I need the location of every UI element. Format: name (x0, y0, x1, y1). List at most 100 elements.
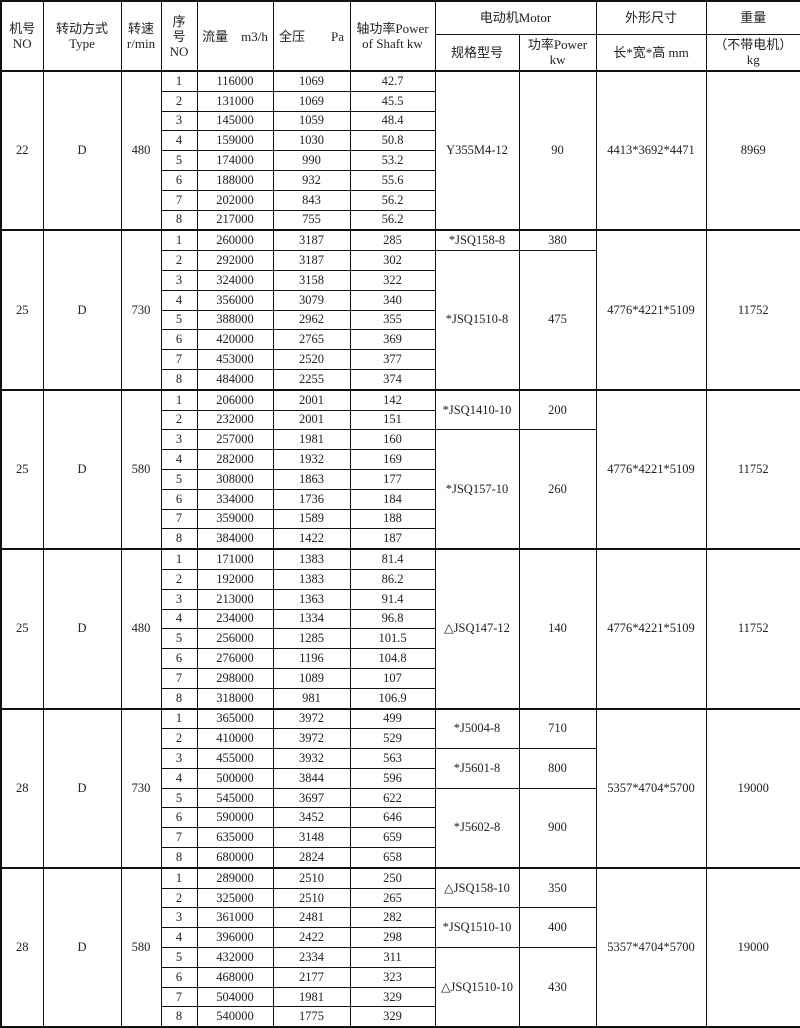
table-row: 3 455000 3932 563 *J5601-8 800 (1, 748, 800, 789)
seq-no: 3 (160, 429, 198, 451)
seq-no: 3 (160, 748, 198, 769)
motor-power: 710 (518, 707, 597, 750)
table-row: 8 540000 1775 329 (1, 1006, 800, 1028)
header-dims: 外形尺寸 (595, 0, 707, 35)
pressure: 1196 (272, 648, 351, 669)
seq-no: 2 (160, 568, 198, 590)
shaft-power: 48.4 (349, 110, 436, 132)
motor-power: 475 (518, 250, 597, 391)
seq-no: 7 (160, 827, 198, 849)
table-row: 8 318000 981 106.9 (1, 687, 800, 710)
pressure: 1863 (272, 468, 351, 490)
seq-no: 4 (160, 130, 198, 152)
seq-no: 8 (160, 687, 198, 710)
table-row: 7 453000 2520 377 (1, 349, 800, 370)
speed: 580 (120, 866, 162, 1028)
table-row: 25 D 730 1 260000 3187 285 *JSQ158-8 380 4776*422… (0, 229, 800, 391)
drive-type: D (42, 229, 122, 391)
dimensions: 4413*3692*4471 (595, 69, 707, 231)
table-row: 7 202000 843 56.2 (1, 189, 800, 211)
seq-no: 1 (160, 707, 198, 730)
speed: 580 (120, 388, 162, 550)
shaft-power: 188 (349, 508, 436, 530)
pressure: 1334 (272, 608, 351, 630)
table-row: 5 388000 2962 355 (1, 309, 800, 331)
flow: 365000 (196, 707, 274, 730)
shaft-power: 187 (349, 528, 436, 550)
table-row: 7 504000 1981 329 (1, 986, 800, 1008)
flow: 188000 (196, 169, 274, 191)
table-row: 6 334000 1736 184 (1, 488, 800, 510)
shaft-power: 377 (349, 349, 436, 370)
pressure: 755 (272, 209, 351, 231)
weight: 19000 (705, 707, 800, 869)
flow: 680000 (196, 847, 274, 869)
pressure: 1981 (272, 986, 351, 1008)
shaft-power: 285 (349, 229, 436, 252)
seq-no: 1 (160, 866, 198, 889)
shaft-power: 142 (349, 388, 436, 411)
fan-no: 25 (0, 388, 44, 550)
seq-no: 5 (160, 309, 198, 331)
shaft-power: 160 (349, 429, 436, 451)
shaft-power: 596 (349, 767, 436, 789)
shaft-power: 42.7 (349, 69, 436, 92)
shaft-power: 563 (349, 748, 436, 769)
flow: 455000 (196, 748, 274, 769)
shaft-power: 106.9 (349, 687, 436, 710)
motor-power: 800 (518, 748, 597, 789)
table-row: 8 384000 1422 187 (1, 528, 800, 550)
motor-model: *JSQ1510-10 (434, 907, 520, 949)
shaft-power: 322 (349, 269, 436, 291)
shaft-power: 96.8 (349, 608, 436, 630)
seq-no: 8 (160, 528, 198, 550)
motor-model: *JSQ1410-10 (434, 388, 520, 431)
pressure: 3148 (272, 827, 351, 849)
flow: 116000 (196, 69, 274, 92)
pressure: 3187 (272, 229, 351, 252)
seq-no: 3 (160, 588, 198, 610)
fan-no: 28 (0, 707, 44, 869)
motor-model: Y355M4-12 (434, 69, 520, 231)
pressure: 981 (272, 687, 351, 710)
seq-no: 5 (160, 150, 198, 171)
flow: 171000 (196, 548, 274, 570)
flow: 308000 (196, 468, 274, 490)
shaft-power: 302 (349, 250, 436, 271)
shaft-power: 340 (349, 289, 436, 311)
flow: 256000 (196, 628, 274, 650)
shaft-power: 56.2 (349, 209, 436, 231)
fan-no: 25 (0, 548, 44, 710)
flow: 356000 (196, 289, 274, 311)
shaft-power: 101.5 (349, 628, 436, 650)
pressure: 3932 (272, 748, 351, 769)
shaft-power: 81.4 (349, 548, 436, 570)
drive-type: D (42, 548, 122, 710)
table-row: 3 324000 3158 322 (1, 269, 800, 291)
shaft-power: 298 (349, 927, 436, 949)
pressure: 1422 (272, 528, 351, 550)
shaft-power: 355 (349, 309, 436, 331)
weight: 11752 (705, 388, 800, 550)
weight: 11752 (705, 229, 800, 391)
flow: 276000 (196, 648, 274, 669)
flow: 410000 (196, 728, 274, 750)
seq-no: 4 (160, 449, 198, 470)
fan-no: 28 (0, 866, 44, 1028)
table-row: 4 282000 1932 169 (1, 449, 800, 470)
flow: 206000 (196, 388, 274, 411)
pressure: 2422 (272, 927, 351, 949)
motor-power: 260 (518, 429, 597, 550)
shaft-power: 329 (349, 986, 436, 1008)
flow: 540000 (196, 1006, 274, 1028)
weight: 19000 (705, 866, 800, 1028)
motor-model: △JSQ1510-10 (434, 947, 520, 1028)
flow: 545000 (196, 787, 274, 809)
shaft-power: 329 (349, 1006, 436, 1028)
shaft-power: 529 (349, 728, 436, 750)
table-row: 28 D 730 1 365000 3972 499 *J5004-8 710 5357*4704… (0, 707, 800, 869)
pressure: 1736 (272, 488, 351, 510)
pressure: 2177 (272, 966, 351, 988)
pressure: 3972 (272, 707, 351, 730)
seq-no: 6 (160, 966, 198, 988)
